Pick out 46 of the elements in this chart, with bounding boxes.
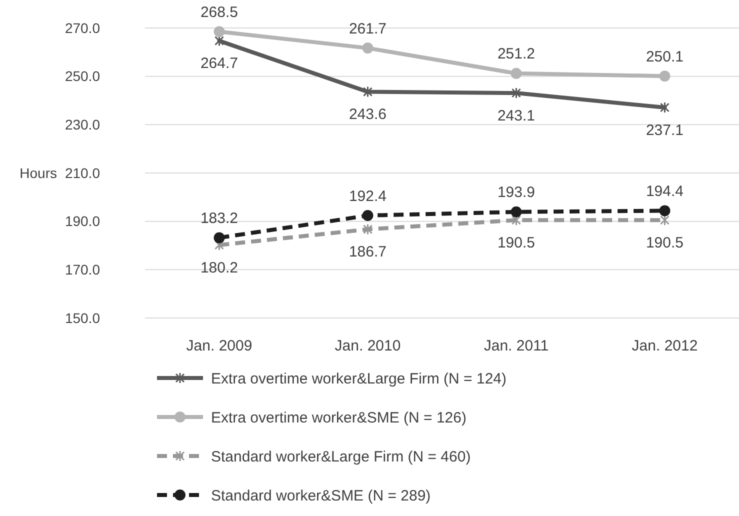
point [659, 205, 670, 216]
y-tick-label: 270.0 [64, 20, 100, 36]
point [214, 35, 224, 47]
x-tick-label: Jan. 2010 [334, 337, 401, 354]
data-label: 243.6 [348, 106, 387, 124]
data-label: 192.4 [348, 188, 387, 205]
y-tick-label: 190.0 [64, 213, 100, 230]
point [512, 87, 521, 99]
data-label: 194.4 [646, 182, 684, 200]
point [362, 210, 374, 222]
x-tick-label: Jan. 2012 [632, 337, 698, 354]
data-label: 250.1 [646, 48, 684, 66]
data-label: 186.7 [348, 244, 387, 261]
y-tick-label: 150.0 [64, 310, 100, 326]
point [510, 206, 522, 218]
data-label: 243.1 [497, 107, 536, 124]
point [659, 70, 670, 82]
data-label: 237.1 [646, 122, 684, 139]
data-label: 190.5 [497, 234, 536, 252]
y-axis-title: Hours [20, 164, 57, 181]
point [660, 102, 670, 114]
point [363, 86, 372, 98]
legend-label: Standard worker&Large Firm (N = 460) [211, 448, 471, 466]
point [660, 214, 670, 226]
legend-label: Extra overtime worker&Large Firm (N = 124) [211, 370, 507, 388]
point [363, 224, 372, 236]
data-label: 251.2 [497, 46, 536, 63]
y-tick-label: 230.0 [64, 116, 100, 133]
x-tick-label: Jan. 2011 [484, 337, 549, 354]
point [214, 26, 225, 38]
data-label: 268.5 [200, 4, 238, 21]
data-label: 183.2 [200, 210, 238, 228]
data-label: 180.2 [200, 259, 238, 276]
point [362, 42, 374, 54]
point [214, 232, 225, 244]
y-tick-label: 170.0 [64, 262, 100, 278]
legend-label: Standard worker&SME (N = 289) [211, 487, 431, 504]
y-tick-label: 250.0 [64, 68, 100, 84]
data-label: 193.9 [497, 184, 536, 202]
legend-label: Extra overtime worker&SME (N = 126) [211, 409, 466, 426]
point [510, 68, 522, 79]
data-label: 264.7 [200, 55, 238, 72]
data-label: 261.7 [348, 20, 387, 38]
x-tick-label: Jan. 2009 [186, 337, 252, 354]
data-label: 190.5 [646, 234, 684, 252]
y-tick-label: 210.0 [64, 164, 100, 181]
